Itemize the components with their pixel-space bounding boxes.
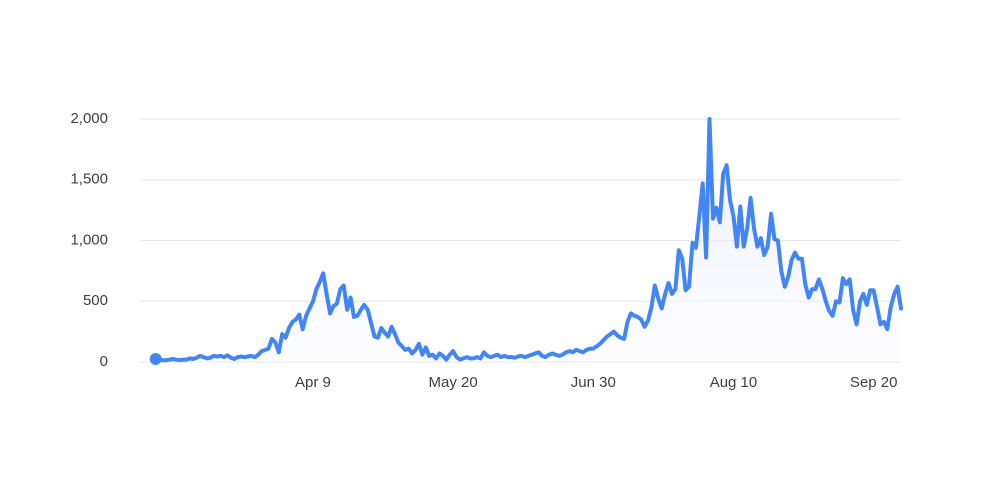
x-tick-label: May 20: [429, 374, 478, 391]
area: [155, 119, 901, 362]
plot: [149, 117, 903, 365]
labels: 0 500 1,000 1,500 2,000 Apr 9 May 20 Jun 30 Aug …: [70, 110, 897, 391]
y-tick-label: 1,500: [70, 171, 108, 188]
y-tick-label: 2,000: [70, 110, 108, 127]
y-tick-label: 0: [100, 353, 108, 370]
x-tick-label: Sep 20: [850, 374, 898, 391]
y-tick-label: 1,000: [70, 231, 108, 248]
line: [153, 117, 903, 363]
x-tick-label: Jun 30: [571, 374, 616, 391]
y-tick-label: 500: [83, 292, 108, 309]
start-marker: [149, 352, 162, 365]
x-tick-label: Aug 10: [710, 374, 758, 391]
x-tick-label: Apr 9: [295, 374, 331, 391]
